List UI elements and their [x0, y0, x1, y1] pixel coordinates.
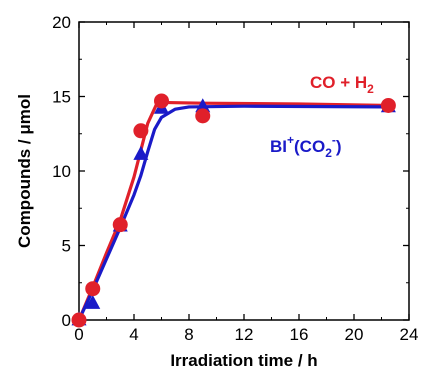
series-0-point-3	[133, 123, 149, 139]
annotation-bi-main: BI	[270, 137, 287, 156]
series-1-point-3	[133, 145, 149, 160]
annotation-bi: BI+(CO2-)	[270, 133, 342, 160]
series-0-fit-line	[77, 100, 390, 322]
annotation-co-h2-sub: 2	[367, 82, 374, 96]
y-axis-label: Compounds / μmol	[15, 94, 34, 248]
annotation-bi-close: )	[336, 137, 342, 156]
series-0-point-5	[195, 108, 211, 124]
fit-lines	[77, 100, 390, 322]
series-0-point-4	[154, 93, 169, 109]
annotation-bi-sup2: -	[332, 133, 336, 147]
x-tick-label-16: 16	[290, 325, 309, 344]
annotation-bi-sup: +	[287, 133, 294, 147]
series-0-point-6	[380, 97, 396, 113]
data-markers	[71, 93, 396, 328]
series-0-point-2	[112, 217, 128, 233]
series-1-point-5	[195, 98, 211, 113]
x-tick-label-0: 0	[74, 325, 83, 344]
y-tick-label-0: 0	[62, 311, 71, 330]
annotation-bi-sub: 2	[325, 146, 332, 160]
annotation-bi-open: (CO	[294, 137, 325, 156]
x-tick-label-8: 8	[184, 325, 193, 344]
series-0-point-0	[71, 312, 87, 328]
x-axis-ticks: 0 4 8 12 16 20 24	[74, 22, 418, 344]
series-0-point-1	[85, 281, 101, 297]
x-axis-label: Irradiation time / h	[170, 351, 317, 370]
annotation-co-h2-main: CO + H	[310, 73, 367, 92]
x-tick-label-12: 12	[235, 325, 254, 344]
series-1-point-1	[85, 294, 101, 309]
x-tick-label-4: 4	[129, 325, 138, 344]
series-1-fit-line	[77, 104, 390, 322]
x-tick-label-24: 24	[400, 325, 419, 344]
annotation-co-h2: CO + H2	[310, 73, 374, 96]
plot-frame	[78, 21, 410, 321]
y-tick-label-5: 5	[62, 237, 71, 256]
y-axis-ticks: 0 5 10 15 20	[52, 13, 409, 330]
y-tick-label-20: 20	[52, 13, 71, 32]
plot-area	[78, 21, 410, 321]
x-tick-label-20: 20	[345, 325, 364, 344]
y-tick-label-15: 15	[52, 88, 71, 107]
y-tick-label-10: 10	[52, 162, 71, 181]
